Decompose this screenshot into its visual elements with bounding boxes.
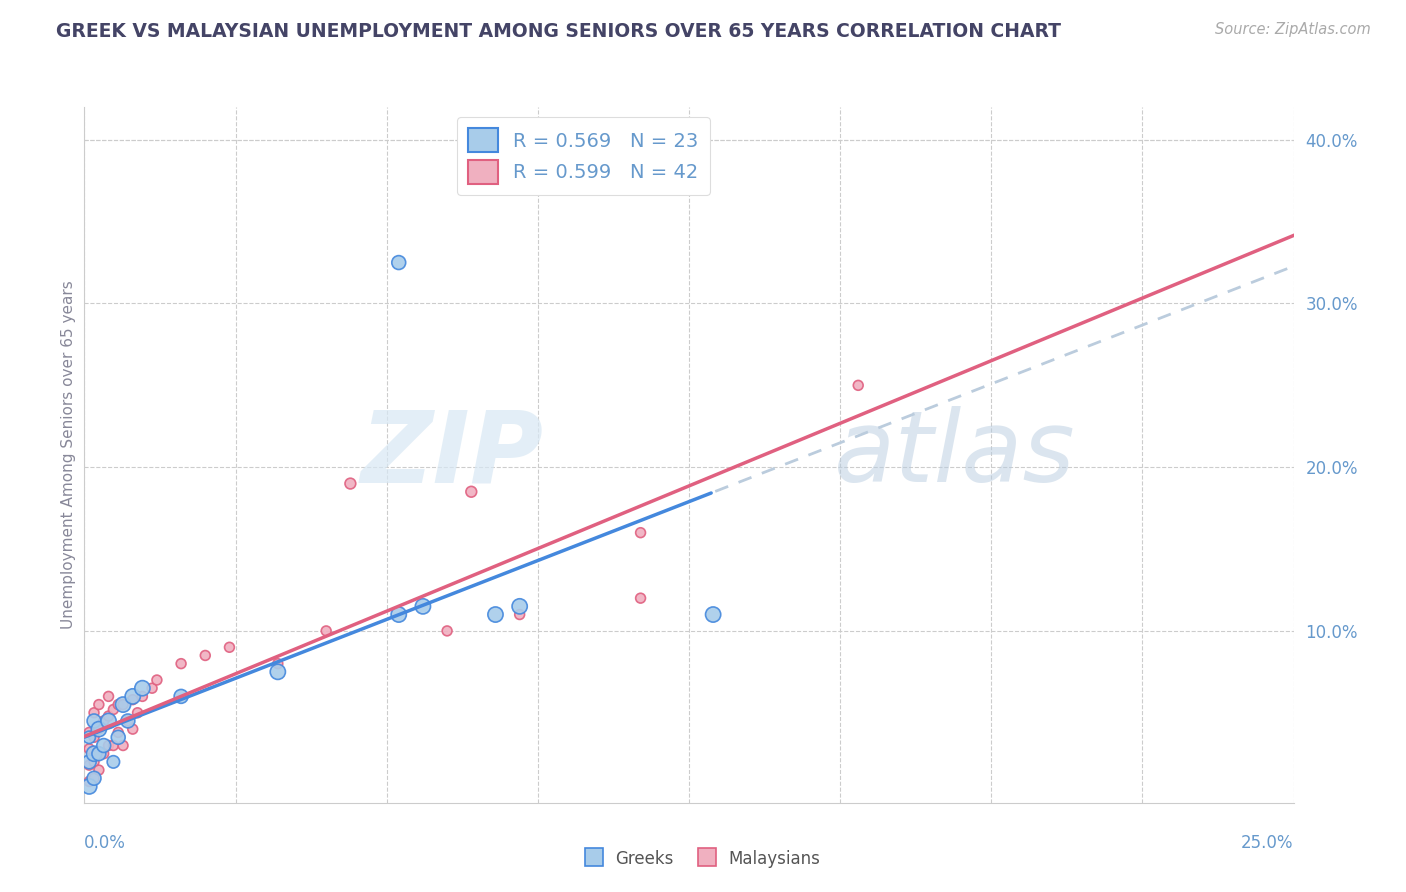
Point [87,722,110,736]
Point [83,714,105,728]
Point [630,591,652,606]
Legend: Greeks, Malaysians: Greeks, Malaysians [579,844,827,875]
Point [87,763,110,777]
Text: atlas: atlas [834,407,1076,503]
Point [127,706,149,720]
Point [107,731,129,745]
Point [388,255,411,269]
Text: GREEK VS MALAYSIAN UNEMPLOYMENT AMONG SENIORS OVER 65 YEARS CORRELATION CHART: GREEK VS MALAYSIAN UNEMPLOYMENT AMONG SE… [56,22,1062,41]
Point [339,476,361,491]
Point [77,780,100,794]
Point [121,690,143,704]
Point [93,747,115,761]
Point [141,681,163,696]
Point [77,725,100,739]
Point [97,739,120,753]
Point [83,706,105,720]
Point [460,484,482,499]
Point [170,690,193,704]
Point [117,714,139,728]
Text: Source: ZipAtlas.com: Source: ZipAtlas.com [1215,22,1371,37]
Text: ZIP: ZIP [361,407,544,503]
Point [77,731,100,745]
Point [83,755,105,769]
Point [218,640,240,655]
Text: 0.0%: 0.0% [84,834,127,852]
Point [484,607,506,622]
Point [77,774,100,789]
Point [83,731,105,745]
Point [83,747,105,761]
Legend: R = 0.569   N = 23, R = 0.599   N = 42: R = 0.569 N = 23, R = 0.599 N = 42 [457,117,710,195]
Point [83,771,105,785]
Y-axis label: Unemployment Among Seniors over 65 years: Unemployment Among Seniors over 65 years [60,281,76,629]
Point [194,648,217,663]
Point [93,739,115,753]
Point [170,657,193,671]
Point [107,725,129,739]
Point [112,739,135,753]
Point [702,607,724,622]
Point [846,378,869,392]
Point [112,698,135,712]
Point [103,755,125,769]
Point [121,692,143,706]
Point [630,525,652,540]
Point [146,673,169,687]
Point [103,702,125,716]
Point [93,714,115,728]
Point [509,607,531,622]
Point [87,747,110,761]
Point [87,747,110,761]
Point [83,771,105,785]
Point [509,599,531,614]
Point [117,714,139,728]
Point [131,690,153,704]
Point [112,698,135,712]
Point [103,739,125,753]
Point [436,624,458,638]
Point [315,624,337,638]
Point [87,698,110,712]
Point [87,722,110,736]
Point [267,657,290,671]
Point [131,681,153,696]
Point [77,741,100,756]
Point [107,698,129,712]
Point [97,690,120,704]
Point [412,599,434,614]
Point [121,722,143,736]
Point [388,607,411,622]
Point [97,714,120,728]
Point [77,755,100,769]
Point [77,758,100,772]
Point [267,665,290,679]
Point [97,709,120,723]
Text: 25.0%: 25.0% [1241,834,1294,852]
